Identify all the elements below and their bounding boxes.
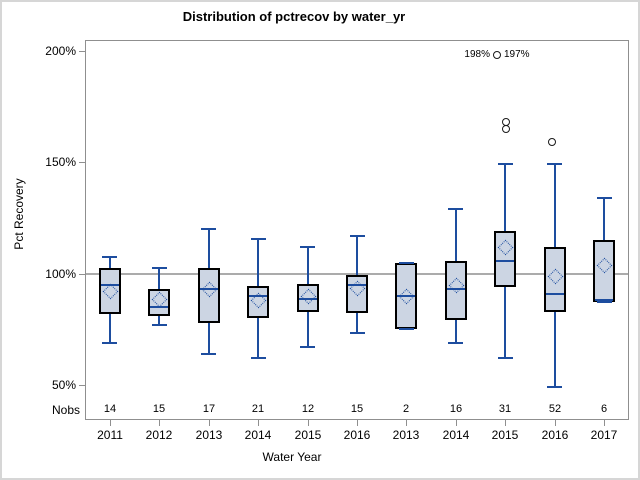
whisker-cap-bottom	[547, 386, 562, 388]
outlier-circle	[493, 51, 501, 59]
median-line	[546, 293, 564, 295]
box-rect	[99, 268, 121, 314]
whisker-cap-bottom	[448, 342, 463, 344]
nobs-value: 15	[152, 403, 166, 415]
x-tick-label: 2011	[97, 428, 123, 442]
whisker-cap-bottom	[152, 324, 167, 326]
x-tick-mark	[604, 420, 605, 426]
median-line	[150, 306, 168, 308]
whisker-cap-top	[152, 267, 167, 269]
box-rect	[445, 261, 467, 320]
whisker-cap-bottom	[399, 328, 414, 330]
nobs-value: 21	[251, 403, 265, 415]
median-line	[299, 298, 317, 300]
median-line	[101, 284, 119, 286]
outlier-circle	[548, 138, 556, 146]
box-rect	[247, 286, 269, 318]
chart-title: Distribution of pctrecov by water_yr	[182, 9, 406, 24]
x-axis-label: Water Year	[262, 450, 322, 464]
nobs-value: 17	[202, 403, 216, 415]
x-tick-label: 2017	[590, 428, 618, 442]
y-tick-label: 100%	[45, 267, 76, 281]
y-tick-mark	[79, 274, 85, 275]
nobs-value: 52	[548, 403, 562, 415]
median-line	[397, 295, 415, 297]
x-tick-label: 2013	[392, 428, 420, 442]
median-line	[496, 260, 514, 262]
whisker-cap-bottom	[597, 301, 612, 303]
x-tick-mark	[555, 420, 556, 426]
x-tick-mark	[110, 420, 111, 426]
whisker-cap-top	[251, 238, 266, 240]
whisker-cap-bottom	[300, 346, 315, 348]
nobs-value: 14	[103, 403, 117, 415]
nobs-value: 15	[350, 403, 364, 415]
box-rect	[494, 231, 516, 287]
plot-frame	[85, 40, 629, 420]
y-tick-label: 50%	[51, 378, 76, 392]
whisker-cap-top	[498, 163, 513, 165]
y-tick-label: 150%	[45, 155, 76, 169]
whisker-cap-top	[547, 163, 562, 165]
whisker-cap-top	[350, 235, 365, 237]
whisker-cap-bottom	[251, 357, 266, 359]
whisker-cap-top	[597, 197, 612, 199]
x-tick-label: 2015	[294, 428, 322, 442]
x-tick-mark	[505, 420, 506, 426]
whisker-cap-top	[300, 246, 315, 248]
median-line	[595, 299, 613, 301]
whisker-cap-top	[102, 256, 117, 258]
x-tick-mark	[456, 420, 457, 426]
whisker-cap-top	[399, 262, 414, 264]
box-rect	[198, 268, 220, 323]
nobs-value: 31	[498, 403, 512, 415]
x-tick-label: 2015	[491, 428, 519, 442]
outlier-circle	[502, 125, 510, 133]
median-line	[348, 284, 366, 286]
outlier-label: 198%	[464, 49, 490, 60]
x-tick-label: 2016	[541, 428, 569, 442]
box-rect	[148, 289, 170, 316]
nobs-row-label: Nobs	[51, 403, 80, 417]
nobs-value: 6	[600, 403, 608, 415]
nobs-value: 2	[402, 403, 410, 415]
y-tick-mark	[79, 162, 85, 163]
nobs-value: 12	[301, 403, 315, 415]
y-axis-label: Pct Recovery	[12, 178, 26, 250]
y-tick-label: 200%	[45, 44, 76, 58]
median-line	[200, 288, 218, 290]
x-tick-label: 2012	[145, 428, 173, 442]
whisker-cap-top	[201, 228, 216, 230]
x-tick-label: 2014	[442, 428, 470, 442]
x-tick-label: 2016	[343, 428, 371, 442]
x-tick-mark	[159, 420, 160, 426]
whisker-cap-top	[448, 208, 463, 210]
median-line	[447, 288, 465, 290]
median-line	[249, 295, 267, 297]
box-rect	[544, 247, 566, 312]
whisker-cap-bottom	[498, 357, 513, 359]
x-tick-label: 2013	[195, 428, 223, 442]
whisker-cap-bottom	[350, 332, 365, 334]
x-tick-mark	[308, 420, 309, 426]
x-tick-label: 2014	[244, 428, 272, 442]
y-tick-mark	[79, 385, 85, 386]
y-tick-mark	[79, 51, 85, 52]
x-tick-mark	[209, 420, 210, 426]
whisker-cap-bottom	[102, 342, 117, 344]
x-tick-mark	[406, 420, 407, 426]
x-tick-mark	[258, 420, 259, 426]
whisker-cap-bottom	[201, 353, 216, 355]
outlier-label: 197%	[504, 49, 530, 60]
nobs-value: 16	[449, 403, 463, 415]
x-tick-mark	[357, 420, 358, 426]
